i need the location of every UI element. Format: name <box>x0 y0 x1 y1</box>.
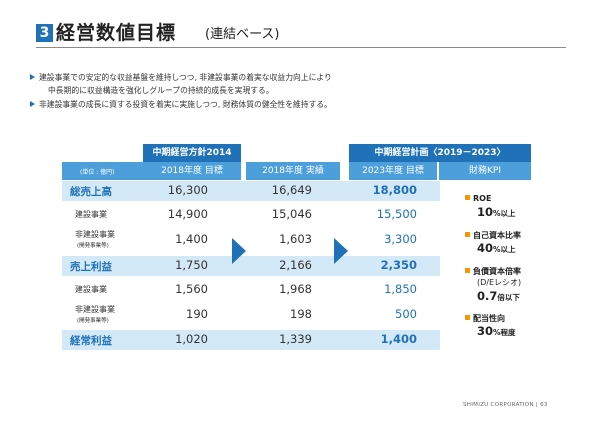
title-divider <box>36 47 566 48</box>
triangle-bullet-icon <box>30 74 35 80</box>
row-label-ordinary-profit: 経常利益 <box>70 335 112 347</box>
page-subtitle: (連結ベース) <box>205 27 280 42</box>
cell-target2018: 1,750 <box>175 258 208 272</box>
cell-target2018: 1,400 <box>175 232 208 246</box>
row-label-nonconstruction: 非建設事業 <box>75 230 115 239</box>
orange-square-icon <box>465 195 470 200</box>
cell-actual2018: 1,968 <box>279 282 312 296</box>
kpi-equity-ratio-value: 40%以上 <box>477 241 516 255</box>
row-sublabel-development: (開発事業等) <box>77 318 109 324</box>
cell-actual2018: 198 <box>290 307 312 321</box>
cell-target2018: 14,900 <box>167 207 208 221</box>
cell-actual2018: 1,603 <box>279 232 312 246</box>
cell-target2018: 1,020 <box>175 332 208 346</box>
cell-target2023: 15,500 <box>376 207 417 221</box>
kpi-equity-ratio-label: 自己資本比率 <box>465 230 521 241</box>
cell-target2023: 18,800 <box>372 183 417 197</box>
row-label-construction: 建設事業 <box>75 210 107 219</box>
unit-header-cell <box>62 162 143 180</box>
kpi-payout-value: 30%程度 <box>477 324 516 338</box>
cell-actual2018: 2,166 <box>279 258 312 272</box>
page-title: 経営数値目標 <box>56 22 177 44</box>
col-target2023-header: 2023年度 目標 <box>349 162 437 180</box>
bullet-1: 建設事業での安定的な収益基盤を維持しつつ, 非建設事業の着実な収益力向上により <box>30 72 332 83</box>
plan2014-header: 中期経営方針2014 <box>143 144 241 162</box>
col-target2018-header: 2018年度 目標 <box>143 162 241 180</box>
triangle-bullet-icon <box>30 101 35 107</box>
cell-actual2018: 15,046 <box>271 207 312 221</box>
kpi-de-ratio-label: 負債資本倍率 <box>465 266 521 277</box>
cell-target2023: 2,350 <box>380 258 417 272</box>
plan2019-header: 中期経営計画〈2019－2023〉 <box>349 144 531 162</box>
kpi-roe-label: ROE <box>465 194 491 203</box>
orange-square-icon <box>465 315 470 320</box>
cell-actual2018: 16,649 <box>271 183 312 197</box>
cell-target2018: 190 <box>186 307 208 321</box>
orange-square-icon <box>465 268 470 273</box>
kpi-de-ratio-sublabel: (D/Eレシオ) <box>477 278 522 287</box>
cell-target2023: 500 <box>395 307 417 321</box>
arrow-right-icon <box>334 238 348 264</box>
row-band-ordinary-profit <box>62 330 440 350</box>
row-sublabel-development: (開発事業等) <box>77 243 109 249</box>
cell-target2018: 16,300 <box>167 183 208 197</box>
row-label-construction: 建設事業 <box>75 285 107 294</box>
col-actual2018-header: 2018年度 実績 <box>246 162 340 180</box>
kpi-header: 財務KPI <box>439 162 531 180</box>
kpi-roe-value: 10%以上 <box>477 205 516 219</box>
bullet-2: 非建設事業の成長に資する投資を着実に実施しつつ, 財務体質の健全性を維持する。 <box>30 99 332 110</box>
cell-actual2018: 1,339 <box>279 332 312 346</box>
row-label-gross-profit: 売上利益 <box>70 261 112 273</box>
cell-target2023: 1,400 <box>380 332 417 346</box>
row-label-nonconstruction: 非建設事業 <box>75 305 115 314</box>
kpi-de-ratio-value: 0.7倍以下 <box>477 289 520 303</box>
arrow-right-icon <box>232 238 246 264</box>
row-band-gross-profit <box>62 256 440 276</box>
cell-target2023: 3,300 <box>384 232 417 246</box>
footer: SHIMIZU CORPORATION | 63 <box>463 402 548 408</box>
unit-label: (単位 : 億円) <box>80 169 115 176</box>
section-number-badge: 3 <box>36 24 53 42</box>
row-band-sales <box>62 181 440 201</box>
cell-target2023: 1,850 <box>384 282 417 296</box>
kpi-payout-label: 配当性向 <box>465 313 505 324</box>
bullet-1-cont: 中長期的に収益構造を強化しグループの持続的成長を実現する。 <box>48 86 274 95</box>
orange-square-icon <box>465 232 470 237</box>
row-label-sales: 総売上高 <box>70 186 112 198</box>
cell-target2018: 1,560 <box>175 282 208 296</box>
